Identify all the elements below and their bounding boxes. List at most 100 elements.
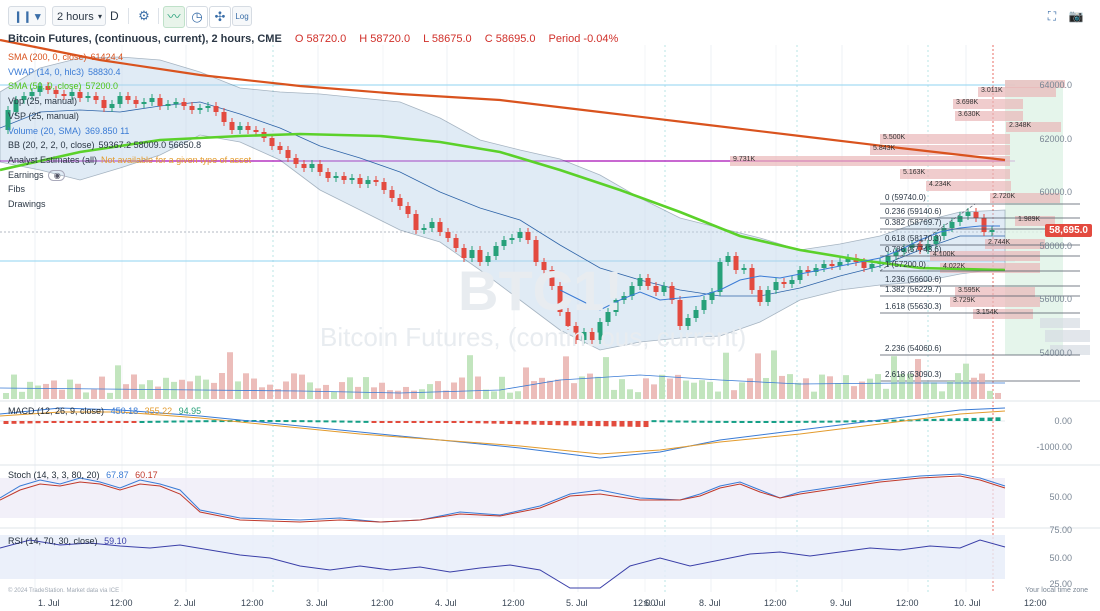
- candle-body: [949, 222, 955, 228]
- candle-body: [21, 96, 27, 100]
- time-tick: 12:00: [502, 598, 525, 608]
- macd-histogram-bar: [331, 420, 337, 423]
- volume-profile-label: 3.011K: [981, 87, 1003, 94]
- candle-body: [453, 238, 459, 248]
- macd-histogram-bar: [43, 421, 49, 424]
- volume-bar: [307, 382, 313, 399]
- indicator-icon[interactable]: 〰: [163, 6, 185, 28]
- candle-body: [637, 278, 643, 286]
- eye-icon[interactable]: ◉: [47, 169, 65, 181]
- volume-bar: [803, 378, 809, 399]
- copyright-text: © 2024 TradeStation. Market data via ICE: [8, 588, 120, 594]
- candle-body: [589, 332, 595, 340]
- candle-body: [581, 332, 587, 340]
- gear-icon[interactable]: ⚙: [138, 8, 150, 23]
- macd-histogram-bar: [579, 421, 585, 426]
- macd-histogram-bar: [691, 420, 697, 423]
- candle-body: [989, 230, 995, 232]
- volume-bar: [763, 377, 769, 399]
- macd-histogram-bar: [395, 421, 401, 423]
- macd-histogram-bar: [291, 420, 297, 423]
- volume-bar: [171, 381, 177, 399]
- volume-bar: [451, 382, 457, 399]
- legend-item[interactable]: Earnings ◉: [8, 169, 65, 182]
- volume-profile-label: 3.698K: [956, 99, 979, 106]
- legend-item[interactable]: SMA (200, 0, close) 61424.4: [8, 52, 124, 62]
- fib-level-label: 1.236 (56600.6): [885, 275, 942, 284]
- legend-item[interactable]: SMA (50, 0, close) 57200.0: [8, 81, 119, 92]
- candles: [5, 82, 995, 344]
- volume-bar: [923, 382, 929, 399]
- volume-bar: [907, 373, 913, 399]
- stoch-k-line: [0, 473, 1006, 523]
- fullscreen-icon[interactable]: ⛶: [1047, 9, 1057, 23]
- candle-body: [781, 282, 787, 284]
- volume-bar: [635, 392, 641, 399]
- legend-item[interactable]: BB (20, 2, 2, 0, close) 59367.2 58009.0 5…: [8, 140, 202, 151]
- volume-bar: [83, 392, 89, 399]
- drawing-icon[interactable]: ✣: [209, 6, 231, 28]
- macd-histogram-bar: [747, 420, 753, 423]
- time-tick: 10. Jul: [954, 598, 981, 608]
- legend-item[interactable]: Analyst Estimates (all) Not available for…: [8, 154, 252, 165]
- legend-item[interactable]: Volume (20, SMA) 369.850 11: [8, 125, 130, 136]
- log-toggle[interactable]: Log: [232, 6, 252, 26]
- volume-bar: [203, 379, 209, 399]
- interval-select[interactable]: 2 hours ▾: [52, 6, 106, 26]
- chart-canvas[interactable]: [0, 32, 1100, 611]
- macd-legend[interactable]: MACD (12, 26, 9, close) 450.18 355.22 94…: [8, 406, 202, 416]
- clock-icon[interactable]: ◷: [186, 6, 208, 28]
- macd-histogram-bar: [499, 421, 505, 424]
- indicator-tick: -1000.00: [1036, 442, 1072, 452]
- time-tick: 5. Jul: [566, 598, 588, 608]
- price-tick: 60000.0: [1039, 187, 1072, 198]
- volume-profile-label: 5.843K: [873, 145, 896, 152]
- volume-bar: [939, 391, 945, 399]
- volume-bar: [667, 378, 673, 399]
- chart-type-button[interactable]: ❙❙ ▾: [8, 6, 46, 26]
- macd-histogram-bar: [859, 420, 865, 423]
- volume-bar: [115, 365, 121, 399]
- volume-profile-bar: [730, 156, 1010, 166]
- macd-histogram-bar: [483, 421, 489, 424]
- time-tick: 12:00: [764, 598, 787, 608]
- legend-item[interactable]: VSP (25, manual): [8, 110, 79, 121]
- camera-icon[interactable]: 📷: [1068, 9, 1084, 23]
- volume-bar: [659, 374, 665, 399]
- candle-body: [645, 278, 651, 286]
- candle-body: [669, 286, 675, 300]
- candle-body: [885, 256, 891, 262]
- candle-body: [165, 104, 171, 106]
- legend-item[interactable]: Drawings: [8, 199, 46, 209]
- candle-body: [381, 182, 387, 190]
- volume-bar: [811, 391, 817, 399]
- volume-bar: [27, 381, 33, 399]
- candle-body: [933, 236, 939, 244]
- legend-item[interactable]: VWAP (14, 0, hlc3) 58830.4: [8, 66, 121, 77]
- volume-bar: [859, 381, 865, 399]
- candle-body: [493, 246, 499, 256]
- candle-body: [981, 218, 987, 232]
- macd-histogram-bar: [171, 420, 177, 423]
- volume-bar: [395, 390, 401, 399]
- volume-bar: [91, 389, 97, 399]
- rsi-legend[interactable]: RSI (14, 70, 30, close) 59.10: [8, 536, 127, 546]
- volume-bar: [251, 378, 257, 399]
- macd-histogram-bar: [187, 420, 193, 423]
- interval-suffix[interactable]: D: [110, 9, 119, 23]
- legend-item[interactable]: Vbp (25, manual): [8, 96, 78, 107]
- high-value: H 58720.0: [359, 33, 411, 45]
- macd-histogram-bar: [403, 421, 409, 423]
- candle-body: [973, 212, 979, 218]
- legend-item[interactable]: Fibs: [8, 184, 26, 195]
- volume-bar: [507, 392, 513, 399]
- timezone-label[interactable]: Your local time zone: [1025, 587, 1088, 594]
- macd-histogram-bar: [179, 420, 185, 423]
- candle-body: [749, 268, 755, 290]
- candle-body: [917, 244, 923, 250]
- stoch-legend[interactable]: Stoch (14, 3, 3, 80, 20) 67.87 60.17: [8, 470, 158, 480]
- time-tick: 2. Jul: [174, 598, 196, 608]
- macd-histogram-bar: [363, 420, 369, 423]
- sma-200-line: [0, 38, 1006, 162]
- macd-histogram-bar: [195, 420, 201, 423]
